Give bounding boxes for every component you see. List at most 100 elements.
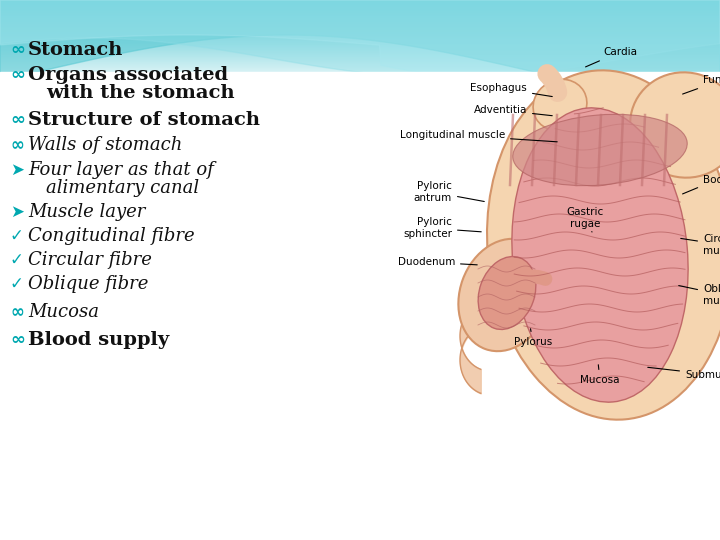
Bar xyxy=(0,6,720,7)
Bar xyxy=(0,36,720,37)
Bar xyxy=(0,12,720,13)
Text: Walls of stomach: Walls of stomach xyxy=(28,136,182,154)
Ellipse shape xyxy=(533,79,587,131)
Text: Structure of stomach: Structure of stomach xyxy=(28,111,260,129)
Bar xyxy=(0,49,720,50)
Text: ∞: ∞ xyxy=(10,331,25,349)
Text: alimentary canal: alimentary canal xyxy=(46,179,199,197)
Bar xyxy=(0,56,720,57)
Text: Circular fibre: Circular fibre xyxy=(28,251,152,269)
Bar xyxy=(0,62,720,63)
Bar xyxy=(0,8,720,9)
Bar xyxy=(0,14,720,15)
Bar xyxy=(0,51,720,52)
Text: Body: Body xyxy=(683,175,720,194)
Text: Submucosa: Submucosa xyxy=(648,367,720,380)
Bar xyxy=(0,17,720,18)
Bar xyxy=(0,28,720,29)
Bar xyxy=(0,0,720,1)
Bar xyxy=(0,30,720,31)
Bar xyxy=(0,7,720,8)
Bar xyxy=(0,53,720,54)
Bar xyxy=(0,41,720,42)
Bar xyxy=(0,37,720,38)
Bar xyxy=(0,31,720,32)
Bar xyxy=(0,79,720,80)
Text: Longitudinal muscle: Longitudinal muscle xyxy=(400,130,557,142)
Bar xyxy=(0,54,720,55)
Bar xyxy=(0,39,720,40)
Text: with the stomach: with the stomach xyxy=(46,84,235,102)
Bar xyxy=(0,27,720,28)
Bar xyxy=(0,72,720,73)
Bar xyxy=(0,19,720,20)
Text: ➤: ➤ xyxy=(10,161,24,179)
Bar xyxy=(0,47,720,48)
Bar xyxy=(0,9,720,10)
Text: Gastric
rugae: Gastric rugae xyxy=(567,207,603,232)
Bar xyxy=(0,45,720,46)
Bar xyxy=(0,80,720,81)
Ellipse shape xyxy=(487,70,720,420)
Bar xyxy=(0,34,720,35)
Bar xyxy=(0,29,720,30)
Bar xyxy=(0,22,720,23)
FancyArrowPatch shape xyxy=(526,276,546,279)
Bar xyxy=(0,86,720,87)
Text: Oblique fibre: Oblique fibre xyxy=(28,275,148,293)
Bar xyxy=(0,63,720,64)
Bar xyxy=(0,76,720,77)
Ellipse shape xyxy=(478,256,536,329)
Ellipse shape xyxy=(459,239,552,351)
Bar xyxy=(0,68,720,69)
Bar xyxy=(0,18,720,19)
Bar xyxy=(0,59,720,60)
Text: Adventitia: Adventitia xyxy=(474,105,552,116)
Bar xyxy=(0,71,720,72)
Bar xyxy=(0,60,720,61)
Text: ∞: ∞ xyxy=(10,111,25,129)
Bar xyxy=(0,11,720,12)
Text: Esophagus: Esophagus xyxy=(470,83,552,97)
Bar xyxy=(0,69,720,70)
Bar xyxy=(0,52,720,53)
Text: Circular
muscle: Circular muscle xyxy=(680,234,720,256)
Bar xyxy=(0,87,720,88)
Bar xyxy=(0,72,720,540)
Bar xyxy=(0,33,720,34)
Bar xyxy=(0,38,720,39)
Bar xyxy=(0,1,720,2)
Bar xyxy=(0,66,720,67)
Text: ∞: ∞ xyxy=(10,136,24,154)
Text: ∞: ∞ xyxy=(10,41,25,59)
Bar xyxy=(0,32,720,33)
Text: Fundus: Fundus xyxy=(683,75,720,94)
Text: ∞: ∞ xyxy=(10,66,25,84)
Bar xyxy=(0,83,720,84)
Bar xyxy=(0,43,720,44)
Bar xyxy=(0,89,720,90)
Bar xyxy=(0,84,720,85)
Bar xyxy=(0,21,720,22)
Bar xyxy=(0,85,720,86)
Bar xyxy=(0,10,720,11)
Bar xyxy=(0,46,720,47)
Text: ∞: ∞ xyxy=(10,303,24,321)
Text: Four layer as that of: Four layer as that of xyxy=(28,161,214,179)
FancyArrowPatch shape xyxy=(547,74,557,92)
FancyArrowPatch shape xyxy=(526,276,546,279)
Bar xyxy=(0,55,720,56)
Text: Stomach: Stomach xyxy=(28,41,123,59)
Text: Duodenum: Duodenum xyxy=(397,257,477,267)
Bar xyxy=(0,15,720,16)
Text: Pylorus: Pylorus xyxy=(514,329,552,347)
Bar xyxy=(0,2,720,3)
Ellipse shape xyxy=(512,108,688,402)
Bar xyxy=(0,48,720,49)
Text: ➤: ➤ xyxy=(10,203,24,221)
Bar xyxy=(0,35,720,36)
Bar xyxy=(0,20,720,21)
Bar xyxy=(0,44,720,45)
Bar xyxy=(0,40,720,41)
Text: Congitudinal fibre: Congitudinal fibre xyxy=(28,227,194,245)
